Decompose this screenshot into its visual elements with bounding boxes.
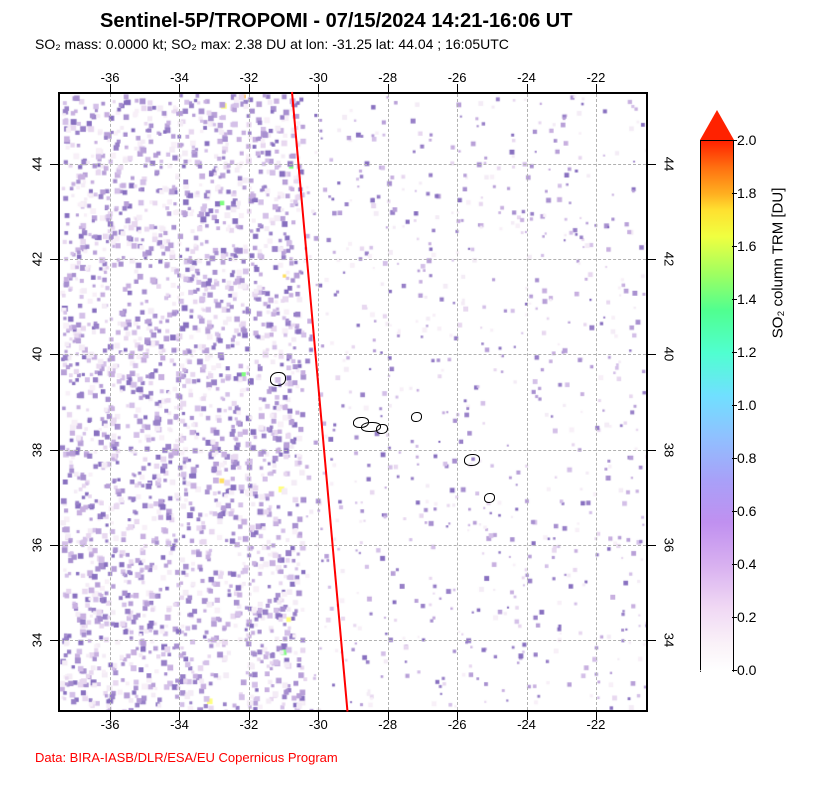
tick-mark (648, 354, 656, 355)
y-tick-label: 36 (661, 538, 676, 552)
tick-mark (318, 84, 319, 92)
map-plot: -36-36-34-34-32-32-30-30-28-28-26-26-24-… (58, 92, 648, 712)
colorbar-tick-label: 1.2 (737, 344, 756, 360)
y-tick-label: 40 (30, 347, 45, 361)
tick-mark (648, 259, 656, 260)
tick-mark (249, 84, 250, 92)
data-credit: Data: BIRA-IASB/DLR/ESA/EU Copernicus Pr… (35, 750, 338, 765)
y-tick-label: 40 (661, 347, 676, 361)
gridline-vertical (249, 94, 250, 710)
tick-mark (388, 84, 389, 92)
colorbar-tick-label: 0.8 (737, 450, 756, 466)
colorbar-arrow-under (700, 670, 734, 700)
colorbar: 0.0 0.2 0.4 0.6 0.8 1.0 1.2 1.4 1.6 1.8 2.0 SO₂ co… (700, 110, 790, 710)
x-tick-label: -32 (239, 70, 258, 85)
colorbar-tick-label: 0.0 (737, 662, 756, 678)
x-tick-label: -24 (517, 70, 536, 85)
x-tick-label: -36 (101, 717, 120, 732)
gridline-horizontal (60, 450, 646, 451)
gridline-vertical (527, 94, 528, 710)
colorbar-label: SO₂ column TRM [DU] (770, 188, 787, 339)
colorbar-tick-label: 1.6 (737, 238, 756, 254)
island-outline (270, 372, 286, 386)
gridline-vertical (110, 94, 111, 710)
tick-mark (110, 84, 111, 92)
x-tick-label: -28 (378, 70, 397, 85)
tick-mark (50, 164, 58, 165)
figure-title: Sentinel-5P/TROPOMI - 07/15/2024 14:21-1… (100, 10, 820, 33)
tick-mark (648, 545, 656, 546)
gridline-horizontal (60, 354, 646, 355)
y-tick-label: 42 (661, 252, 676, 266)
x-tick-label: -36 (101, 70, 120, 85)
y-tick-label: 44 (661, 156, 676, 170)
x-tick-label: -24 (517, 717, 536, 732)
colorbar-arrow-over (700, 110, 734, 140)
x-tick-label: -34 (170, 717, 189, 732)
map-canvas (58, 92, 648, 712)
x-tick-label: -26 (448, 70, 467, 85)
y-tick-label: 38 (30, 442, 45, 456)
colorbar-tick-label: 1.4 (737, 291, 756, 307)
gridline-horizontal (60, 164, 646, 165)
figure-container: Sentinel-5P/TROPOMI - 07/15/2024 14:21-1… (10, 10, 820, 776)
tick-mark (179, 84, 180, 92)
colorbar-tick-label: 1.8 (737, 185, 756, 201)
tick-mark (648, 164, 656, 165)
tick-mark (527, 84, 528, 92)
gridline-vertical (388, 94, 389, 710)
tick-mark (50, 640, 58, 641)
colorbar-tick-label: 0.4 (737, 556, 756, 572)
tick-mark (50, 450, 58, 451)
tick-mark (50, 545, 58, 546)
colorbar-tick-label: 0.2 (737, 609, 756, 625)
figure-subtitle: SO₂ mass: 0.0000 kt; SO₂ max: 2.38 DU at… (35, 36, 820, 52)
colorbar-gradient (700, 140, 734, 672)
tick-mark (457, 84, 458, 92)
y-tick-label: 36 (30, 538, 45, 552)
gridline-horizontal (60, 545, 646, 546)
colorbar-tick-label: 1.0 (737, 397, 756, 413)
gridline-vertical (179, 94, 180, 710)
tick-mark (50, 259, 58, 260)
gridline-vertical (457, 94, 458, 710)
island-outline (376, 424, 388, 434)
y-tick-label: 34 (661, 633, 676, 647)
tick-mark (50, 354, 58, 355)
x-tick-label: -32 (239, 717, 258, 732)
gridline-horizontal (60, 259, 646, 260)
x-tick-label: -22 (587, 70, 606, 85)
tick-mark (648, 640, 656, 641)
y-tick-label: 38 (661, 442, 676, 456)
gridline-horizontal (60, 640, 646, 641)
x-tick-label: -30 (309, 70, 328, 85)
y-tick-label: 42 (30, 252, 45, 266)
x-tick-label: -26 (448, 717, 467, 732)
x-tick-label: -22 (587, 717, 606, 732)
colorbar-tick-label: 2.0 (737, 132, 756, 148)
colorbar-tick-label: 0.6 (737, 503, 756, 519)
tick-mark (596, 84, 597, 92)
x-tick-label: -28 (378, 717, 397, 732)
x-tick-label: -34 (170, 70, 189, 85)
tick-mark (648, 450, 656, 451)
gridline-vertical (596, 94, 597, 710)
y-tick-label: 44 (30, 156, 45, 170)
y-tick-label: 34 (30, 633, 45, 647)
x-tick-label: -30 (309, 717, 328, 732)
